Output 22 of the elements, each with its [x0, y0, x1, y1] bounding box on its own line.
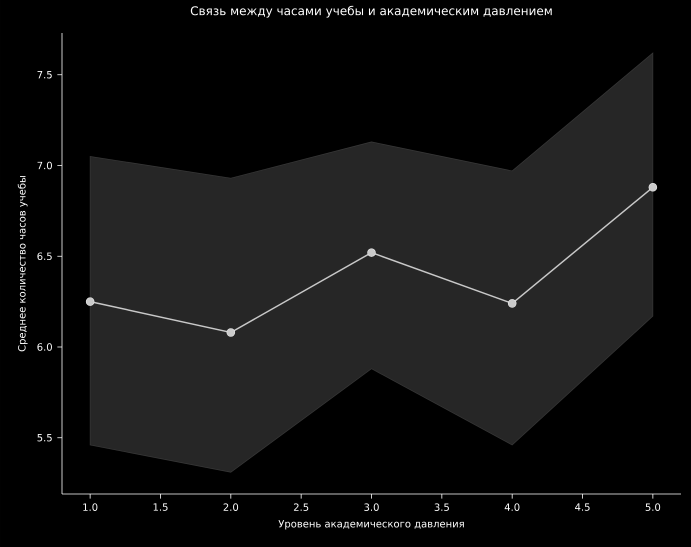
x-tick-label: 5.0 [646, 503, 660, 511]
x-tick-label: 4.5 [575, 503, 590, 511]
x-tick-label: 1.5 [154, 503, 168, 511]
x-tick-label: 1.0 [83, 503, 98, 511]
x-tick-label: 4.0 [504, 503, 520, 511]
y-tick-label: 6.0 [37, 343, 52, 351]
y-tick-label: 7.0 [38, 162, 52, 170]
y-tick-label: 5.5 [37, 434, 52, 442]
x-tick-label: 2.5 [294, 503, 308, 511]
point [648, 183, 658, 192]
x-axis-title: Уровень академического давления [278, 520, 464, 530]
x-tick-label: 3.0 [364, 503, 379, 511]
point [367, 248, 376, 257]
x-tick-label: 3.5 [434, 503, 449, 511]
y-tick-label: 6.5 [37, 252, 52, 260]
point [86, 297, 94, 306]
x-tick-label: 2.0 [224, 503, 238, 511]
chart-title: Связь между часами учебы и академическим давлением [190, 6, 552, 18]
y-tick-label: 7.5 [38, 71, 52, 78]
point [226, 328, 236, 337]
y-axis-title: Среднее количество часов учебы [18, 176, 28, 352]
point [508, 299, 516, 308]
